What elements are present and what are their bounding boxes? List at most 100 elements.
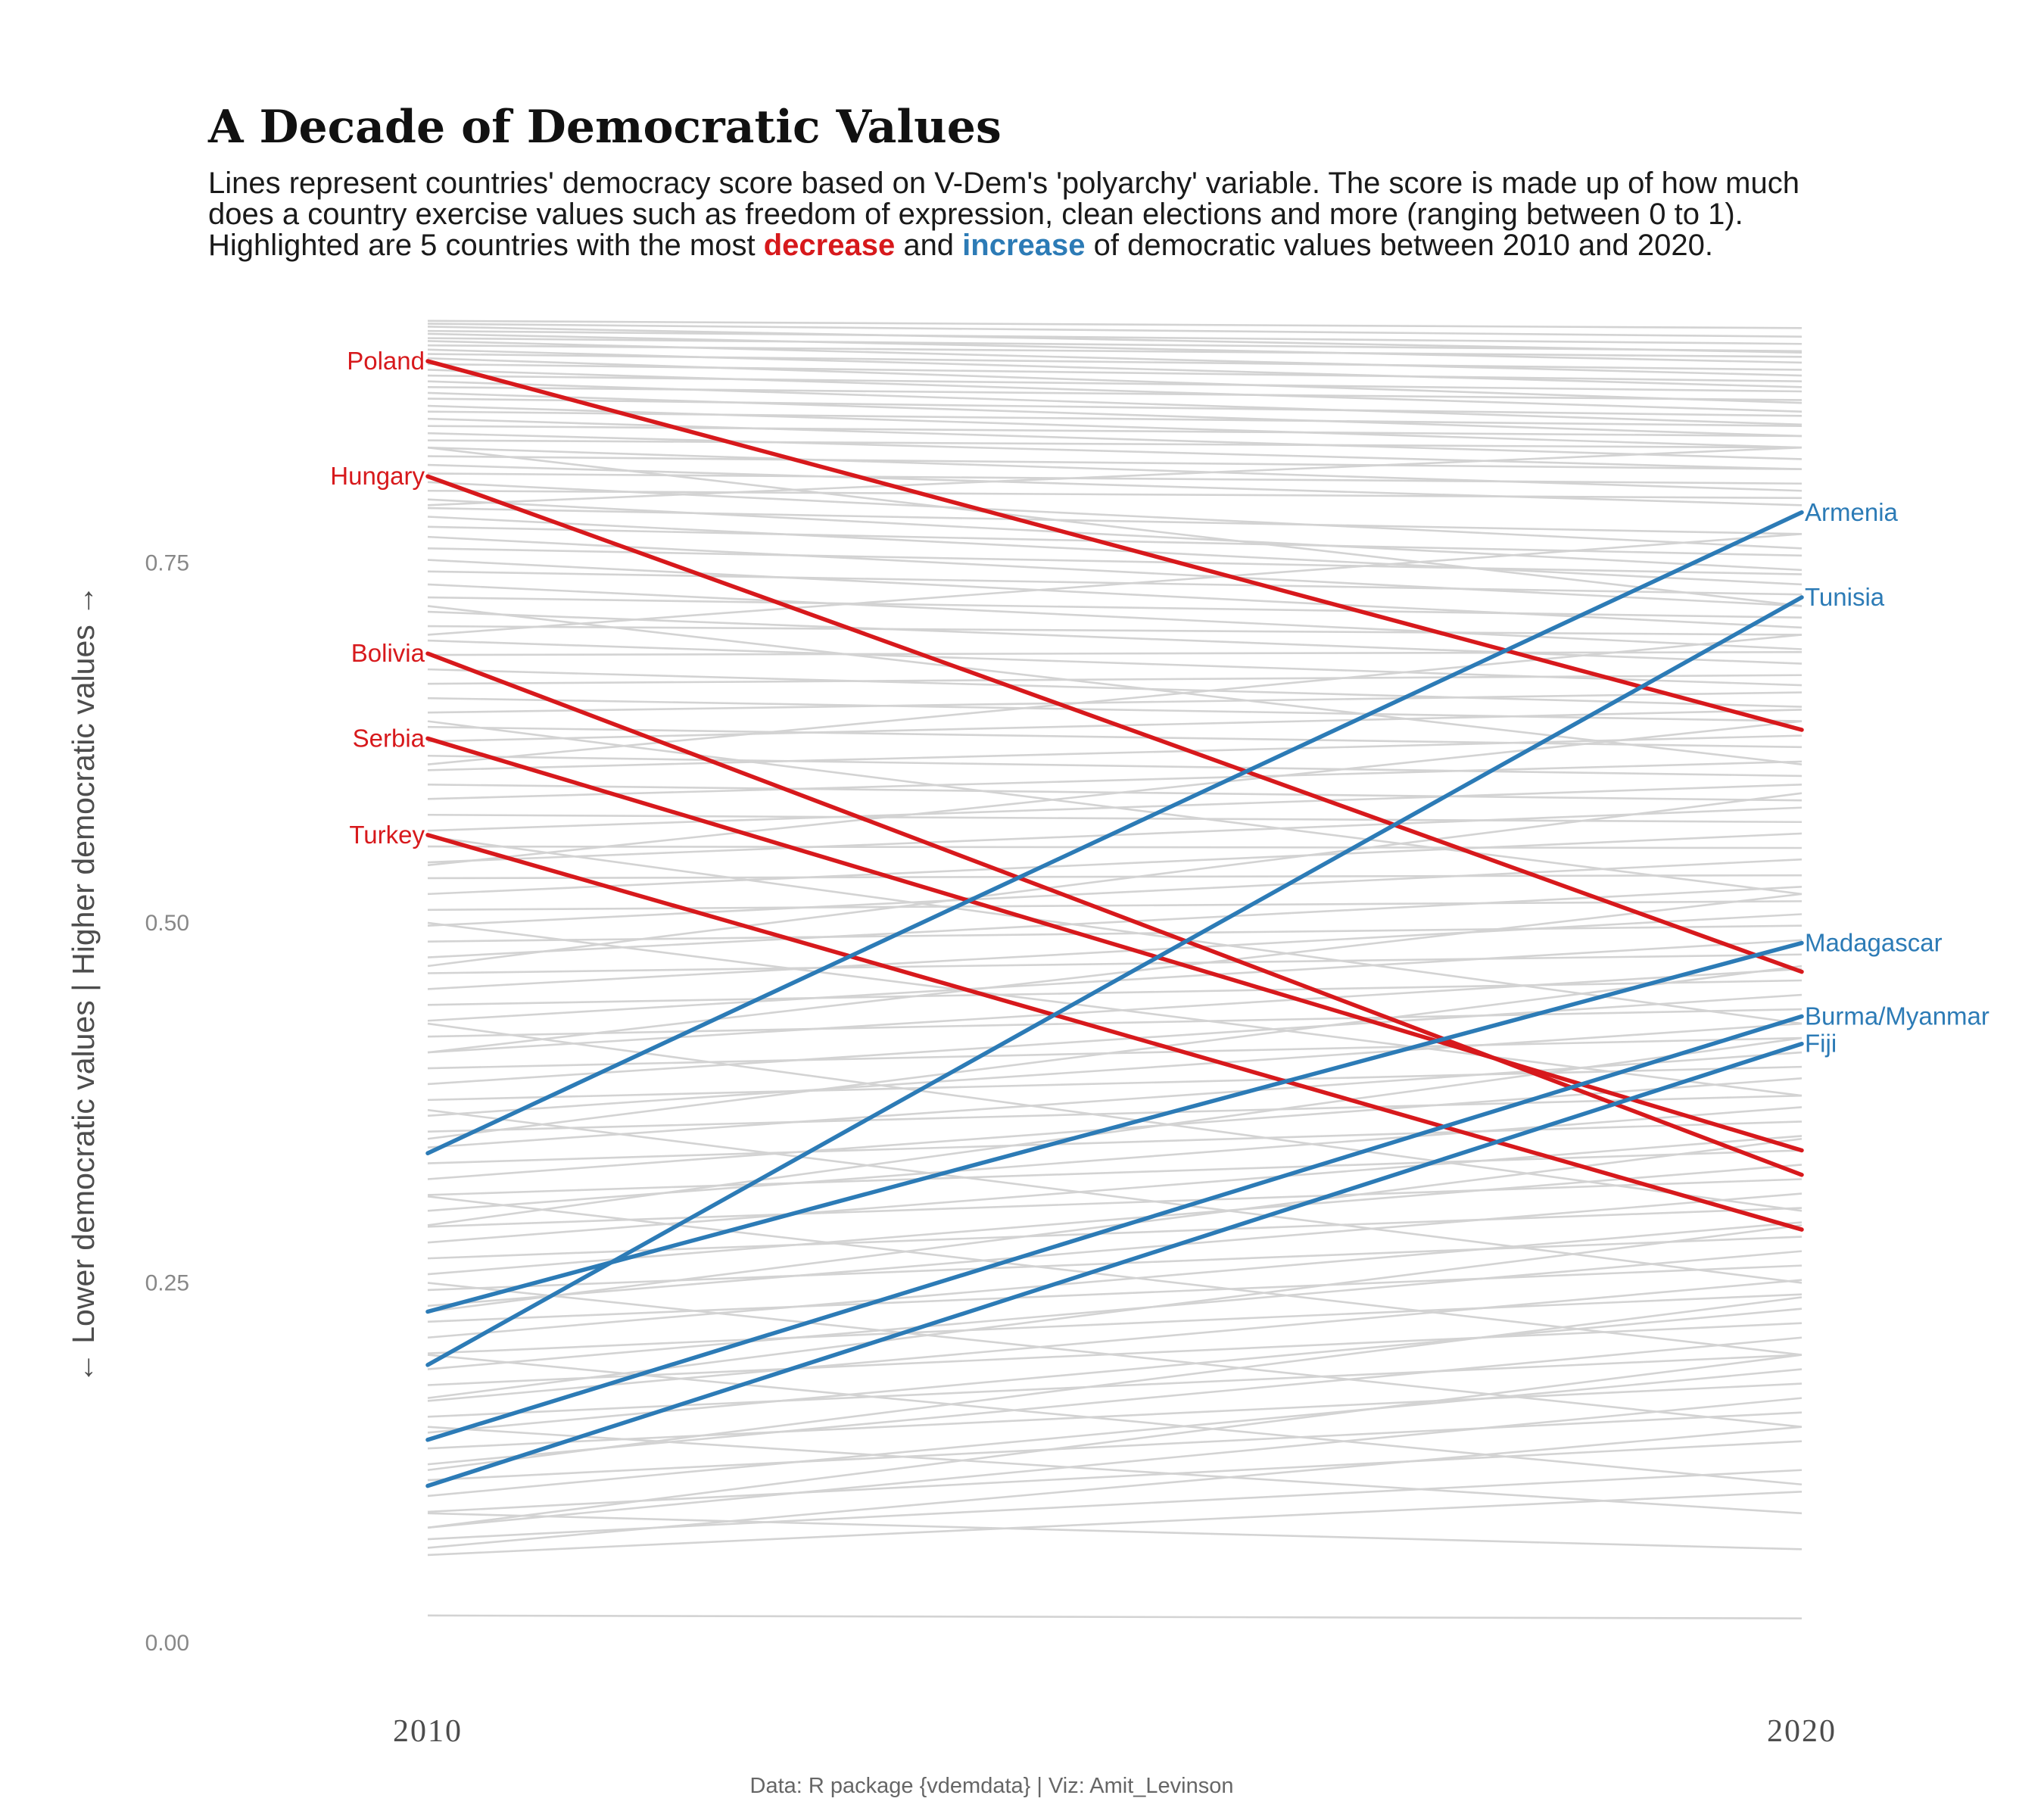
background-country-line	[427, 1094, 1803, 1133]
chart-title: A Decade of Democratic Values	[207, 101, 1002, 154]
series-line-hungary	[425, 474, 1804, 974]
background-country-line	[427, 337, 1803, 353]
series-line-bolivia	[425, 651, 1804, 1177]
background-country-line	[427, 1221, 1803, 1339]
y-tick-label: 0.50	[145, 911, 189, 936]
subtitle-line-3: Highlighted are 5 countries with the mos…	[208, 229, 1713, 262]
background-country-line	[427, 1614, 1803, 1619]
background-country-lines	[427, 319, 1803, 1619]
background-country-line	[427, 1106, 1803, 1212]
background-country-line	[427, 417, 1803, 460]
background-country-line	[427, 1192, 1803, 1307]
background-country-line	[427, 446, 1803, 492]
background-country-line	[427, 924, 1803, 943]
background-country-line	[427, 813, 1803, 824]
background-country-line	[427, 993, 1803, 1086]
background-country-line	[427, 893, 1803, 1054]
background-country-line	[427, 425, 1803, 438]
background-country-line	[427, 1307, 1803, 1434]
series-line-fiji	[425, 1041, 1804, 1488]
background-country-line	[427, 446, 1803, 607]
series-line-turkey	[425, 833, 1804, 1232]
subtitle-prefix: Highlighted are 5 countries with the mos…	[208, 229, 764, 262]
background-country-line	[427, 323, 1803, 338]
background-country-line	[427, 1195, 1803, 1356]
subtitle-increase-word: increase	[962, 229, 1085, 262]
background-country-line	[427, 410, 1803, 427]
background-country-line	[427, 674, 1803, 685]
background-country-line	[427, 481, 1803, 550]
background-country-line	[427, 900, 1803, 912]
background-country-line	[427, 489, 1803, 500]
series-line-madagascar	[425, 940, 1804, 1314]
background-country-line	[427, 596, 1803, 619]
background-country-line	[427, 697, 1803, 722]
background-country-line	[427, 668, 1803, 708]
background-country-line	[427, 886, 1803, 958]
background-country-line	[427, 1354, 1803, 1418]
y-axis-ticks: 0.00 0.25 0.50 0.75	[145, 550, 189, 1656]
background-country-line	[427, 858, 1803, 927]
background-country-line	[427, 639, 1803, 687]
background-country-line	[427, 1250, 1803, 1370]
series-label: Bolivia	[351, 639, 425, 667]
subtitle-suffix: of democratic values between 2010 and 20…	[1086, 229, 1713, 262]
series-label: Serbia	[353, 724, 425, 752]
background-country-line	[427, 835, 1803, 1025]
background-country-line	[427, 455, 1803, 471]
series-label: Fiji	[1805, 1030, 1837, 1058]
background-country-line	[427, 463, 1803, 506]
background-country-line	[427, 634, 1803, 765]
background-country-line	[427, 391, 1803, 438]
background-country-line	[427, 533, 1803, 636]
background-country-line	[427, 319, 1803, 329]
background-country-line	[427, 605, 1803, 765]
background-country-line	[427, 1065, 1803, 1102]
background-country-line	[427, 1440, 1803, 1513]
background-country-line	[427, 357, 1803, 404]
background-country-line	[427, 845, 1803, 849]
background-country-line	[427, 1382, 1803, 1450]
series-label: Hungary	[330, 462, 425, 490]
y-tick-label: 0.75	[145, 550, 189, 575]
x-axis-ticks: 2010 2020	[393, 1714, 1835, 1749]
background-country-line	[427, 1120, 1803, 1164]
background-country-line	[427, 498, 1803, 572]
background-country-line	[427, 353, 1803, 371]
background-country-line	[427, 374, 1803, 393]
background-country-line	[427, 1296, 1803, 1472]
background-country-line	[427, 1137, 1803, 1313]
subtitle-line-2: does a country exercise values such as f…	[208, 198, 1743, 231]
background-country-line	[427, 720, 1803, 867]
highlighted-country-lines	[425, 359, 1804, 1488]
series-line-serbia	[425, 736, 1804, 1153]
series-line-poland	[425, 359, 1804, 732]
series-line-burma-myanmar	[425, 1014, 1804, 1442]
subtitle-middle: and	[895, 229, 962, 262]
background-country-line	[427, 754, 1803, 778]
background-country-line	[427, 1282, 1803, 1428]
y-tick-label: 0.25	[145, 1270, 189, 1295]
background-country-line	[427, 332, 1803, 364]
background-country-line	[427, 1022, 1803, 1117]
background-country-line	[427, 570, 1803, 596]
subtitle-decrease-word: decrease	[764, 229, 895, 262]
background-country-line	[427, 921, 1803, 1097]
background-country-line	[427, 625, 1803, 636]
background-country-line	[427, 1135, 1803, 1244]
background-country-line	[427, 1178, 1803, 1228]
series-label: Burma/Myanmar	[1805, 1002, 1989, 1030]
series-label: Armenia	[1805, 498, 1899, 526]
background-country-line	[427, 720, 1803, 896]
background-country-line	[427, 516, 1803, 586]
background-country-line	[427, 792, 1803, 968]
background-country-line	[427, 363, 1803, 382]
background-country-line	[427, 386, 1803, 401]
background-country-line	[427, 965, 1803, 1140]
background-country-line	[427, 547, 1803, 575]
background-country-line	[427, 1411, 1803, 1482]
background-country-line	[427, 1264, 1803, 1323]
background-country-line	[427, 369, 1803, 413]
subtitle-line-1: Lines represent countries' democracy sco…	[208, 167, 1799, 200]
background-country-line	[427, 832, 1803, 896]
